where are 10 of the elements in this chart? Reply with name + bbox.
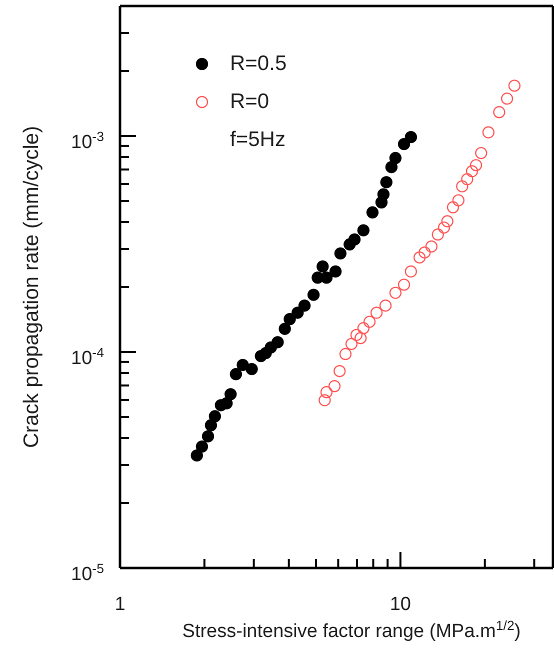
y-tick-label: 10$^{-5}$	[71, 560, 104, 585]
y-axis-title: Crack propagation rate (mm/cycle)	[20, 126, 43, 448]
legend-label: R=0.5	[230, 51, 287, 77]
legend-label: R=0	[230, 89, 270, 115]
x-tick-label: 10	[390, 594, 411, 615]
x-tick-label: 1	[114, 594, 126, 615]
x-axis-title: Stress-intensive factor range (MPa.m$^{1/2}$)	[182, 618, 521, 642]
y-tick-label: 10$^{-3}$	[71, 128, 104, 154]
y-tick-label: 10$^{-4}$	[71, 344, 104, 370]
annotation: f=5Hz	[229, 127, 286, 153]
